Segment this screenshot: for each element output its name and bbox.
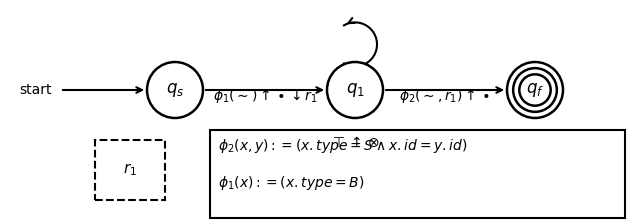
Bar — [95, 140, 165, 200]
Text: $\phi_2({\sim},r_1)\uparrow\bullet$: $\phi_2({\sim},r_1)\uparrow\bullet$ — [399, 87, 490, 105]
Text: $\phi_2(x,y) := (x.type = S \wedge x.id = y.id)$: $\phi_2(x,y) := (x.type = S \wedge x.id … — [218, 137, 468, 155]
Text: $\phi_1({\sim})\uparrow\bullet\downarrow r_1$: $\phi_1({\sim})\uparrow\bullet\downarrow… — [212, 87, 317, 105]
Text: $q_f$: $q_f$ — [526, 81, 544, 99]
Circle shape — [507, 62, 563, 118]
Circle shape — [327, 62, 383, 118]
Text: $\top\uparrow\otimes$: $\top\uparrow\otimes$ — [330, 136, 380, 150]
Circle shape — [147, 62, 203, 118]
Text: $r_1$: $r_1$ — [123, 162, 137, 178]
Bar — [210, 130, 625, 218]
Text: $q_s$: $q_s$ — [166, 81, 184, 99]
Text: $\phi_1(x) := (x.type = B)$: $\phi_1(x) := (x.type = B)$ — [218, 174, 364, 192]
Text: start: start — [19, 83, 52, 97]
Text: $q_1$: $q_1$ — [346, 81, 364, 99]
